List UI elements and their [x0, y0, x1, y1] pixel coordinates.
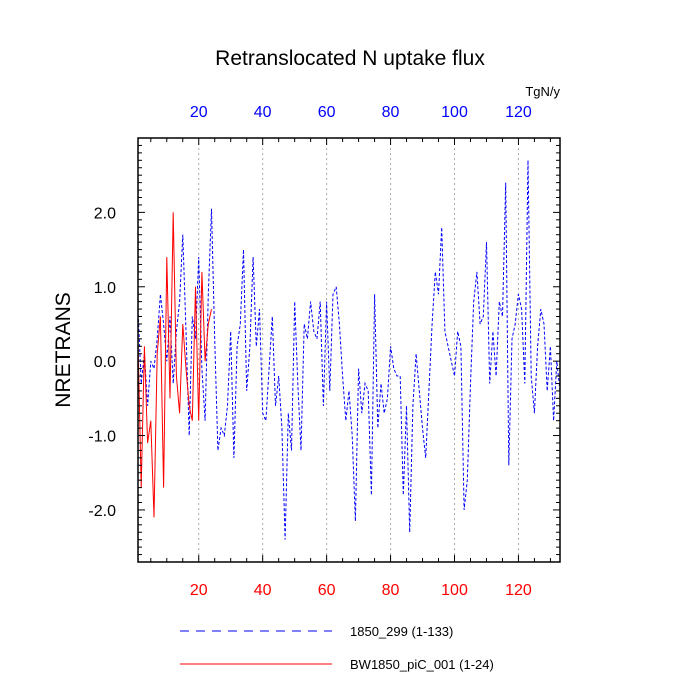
x-tick-label: 60 [318, 582, 336, 599]
top-x-tick-label: 60 [318, 104, 336, 121]
legend-label: 1850_299 (1-133) [350, 624, 453, 639]
plot-frame [137, 137, 561, 563]
x-tick-label: 120 [505, 582, 532, 599]
top-x-tick-label: 100 [441, 104, 468, 121]
x-tick-label: 20 [190, 582, 208, 599]
x-tick-label: 100 [441, 582, 468, 599]
legend-label: BW1850_piC_001 (1-24) [350, 657, 494, 672]
x-tick-label: 40 [254, 582, 272, 599]
y-tick-label: 1.0 [94, 280, 116, 297]
series-line-bw1850-pic-001 [137, 212, 212, 518]
series-line-1850-299 [137, 160, 561, 540]
chart-title: Retranslocated N uptake flux [215, 47, 485, 70]
y-tick-label: -1.0 [88, 429, 116, 446]
x-tick-label: 80 [382, 582, 400, 599]
top-x-tick-label: 120 [505, 104, 532, 121]
top-x-tick-label: 80 [382, 104, 400, 121]
top-x-tick-label: 40 [254, 104, 272, 121]
top-x-tick-label: 20 [190, 104, 208, 121]
y-tick-label: 0.0 [94, 354, 116, 371]
y-axis-label: NRETRANS [52, 292, 75, 408]
y-tick-label: -2.0 [88, 503, 116, 520]
top-axis-unit: TgN/y [525, 84, 560, 99]
grid-lines [198, 138, 519, 562]
y-tick-label: 2.0 [94, 205, 116, 222]
axis-ticks: 20 20 40 40 60 60 80 80 100 100 120 120 2.0 1.0 0.0 -1.… [88, 104, 560, 599]
legend: 1850_299 (1-133) BW1850_piC_001 (1-24) [180, 624, 494, 672]
series-layer [137, 160, 561, 540]
